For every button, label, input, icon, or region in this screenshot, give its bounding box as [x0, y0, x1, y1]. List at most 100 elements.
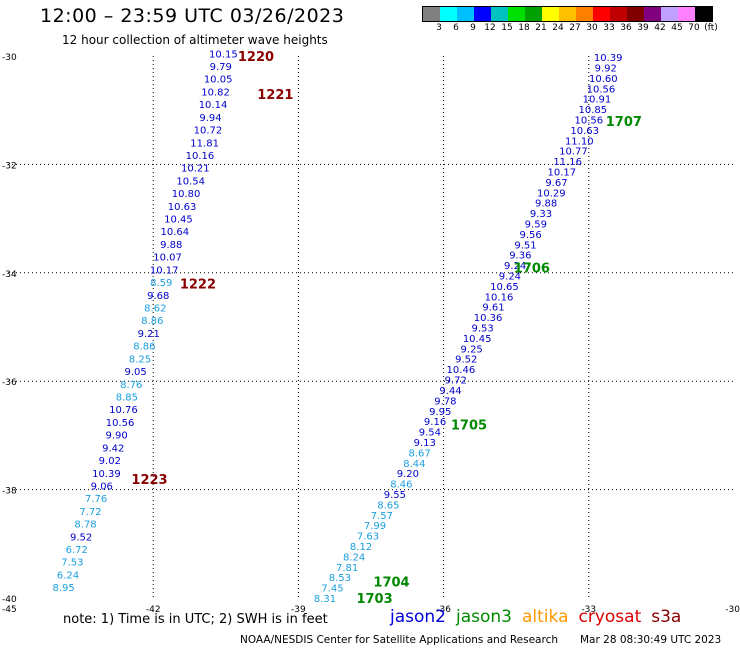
lon-label: -45: [2, 605, 17, 615]
satellite-altika: altika: [522, 607, 569, 627]
wave-height-value: 9.78: [434, 396, 456, 407]
wave-height-value: 7.45: [321, 584, 343, 595]
wave-height-value: 9.88: [535, 199, 557, 210]
legend-swatch: [695, 7, 712, 21]
wave-height-value: 9.59: [525, 220, 547, 231]
legend-label: 30: [586, 23, 598, 33]
wave-height-value: 10.15: [209, 49, 238, 60]
lon-label: -36: [436, 605, 451, 615]
pass-time-label: 1220: [238, 50, 274, 65]
pass-time-label: 1223: [131, 473, 167, 488]
wave-height-value: 9.21: [138, 329, 160, 340]
wave-height-value: 9.72: [445, 376, 467, 387]
wave-height-value: 10.63: [570, 126, 599, 137]
wave-height-value: 10.56: [574, 115, 603, 126]
wave-height-value: 10.21: [181, 164, 210, 175]
legend-swatch: [627, 7, 644, 21]
wave-height-value: 11.10: [565, 136, 594, 147]
legend-swatch: [610, 7, 627, 21]
pass-time-label: 1703: [356, 592, 392, 607]
lon-label: -30: [725, 605, 740, 615]
legend-swatch: [559, 7, 576, 21]
color-legend: [422, 6, 713, 22]
wave-height-value: 9.92: [595, 63, 617, 74]
wave-height-value: 9.33: [530, 209, 552, 220]
legend-swatch: [593, 7, 610, 21]
wave-height-value: 9.16: [424, 417, 446, 428]
wave-height-value: 10.17: [150, 265, 179, 276]
wave-height-value: 9.68: [147, 291, 169, 302]
legend-swatch: [644, 7, 661, 21]
wave-height-value: 11.81: [190, 138, 219, 149]
lat-label: -32: [2, 161, 17, 171]
wave-height-value: 10.76: [109, 405, 138, 416]
wave-height-value: 9.06: [91, 481, 113, 492]
wave-height-value: 11.16: [553, 157, 582, 168]
pass-time-label: 1222: [180, 278, 216, 293]
wave-height-value: 10.45: [164, 215, 193, 226]
wave-height-value: 10.56: [106, 418, 135, 429]
pass-time-label: 1707: [606, 115, 642, 130]
page-title: 12:00 – 23:59 UTC 03/26/2023: [40, 5, 345, 27]
wave-height-value: 10.16: [485, 292, 514, 303]
wave-height-value: 8.86: [141, 316, 163, 327]
legend-label: 27: [569, 23, 581, 33]
wave-height-value: 9.79: [210, 62, 232, 73]
legend-label: 9: [470, 23, 476, 33]
legend-swatch: [440, 7, 457, 21]
axis-labels: -30 -32 -34 -36 -38 -40-45 -42 -39 -36 -33 -30: [2, 53, 740, 615]
wave-height-value: 8.78: [74, 520, 96, 531]
color-legend-labels: 3 6 9 12 15 18 21 24 27 30 33 36 39 42 45 70 (ft): [422, 23, 740, 35]
wave-height-value: 9.90: [105, 431, 127, 442]
legend-swatch: [661, 7, 678, 21]
wave-height-value: 8.46: [390, 480, 412, 491]
wave-height-value: 10.39: [92, 469, 121, 480]
wave-height-value: 8.65: [377, 500, 399, 511]
wave-height-value: 7.99: [364, 521, 386, 532]
wave-height-value: 10.54: [176, 176, 205, 187]
wave-height-value: 8.95: [53, 583, 75, 594]
wave-height-value: 9.56: [520, 230, 542, 241]
legend-label: 36: [620, 23, 632, 33]
wave-height-value: 10.65: [490, 282, 519, 293]
wave-height-value: 8.53: [329, 573, 351, 584]
wave-height-value: 7.53: [61, 558, 83, 569]
wave-height-value: 9.54: [419, 428, 441, 439]
wave-height-value: 9.52: [455, 355, 477, 366]
pass-time-label: 1704: [373, 576, 409, 591]
wave-height-value: 10.77: [559, 147, 588, 158]
wave-height-value: 9.88: [160, 240, 182, 251]
map-grid: [8, 56, 734, 598]
legend-label: 39: [637, 23, 649, 33]
legend-label: 70: [688, 23, 700, 33]
wave-height-value: 9.02: [99, 456, 121, 467]
wave-height-value: 10.85: [579, 105, 608, 116]
satellite-legend: jason2 jason3 altika cryosat s3a: [390, 607, 691, 627]
page-subtitle: 12 hour collection of altimeter wave hei…: [62, 33, 328, 47]
wave-height-value: 6.72: [66, 545, 88, 556]
wave-height-value: 6.24: [57, 570, 79, 581]
wave-height-value: 7.76: [85, 494, 107, 505]
legend-swatch: [423, 7, 440, 21]
lat-label: -34: [2, 270, 17, 280]
wave-height-value: 7.81: [336, 563, 358, 574]
satellite-cryosat: cryosat: [578, 607, 642, 627]
wave-height-value: 8.12: [350, 542, 372, 553]
wave-height-value: 9.95: [429, 407, 451, 418]
legend-label: (ft): [704, 23, 718, 33]
wave-height-value: 10.36: [474, 313, 503, 324]
wave-height-value: 10.56: [587, 84, 616, 95]
wave-height-value: 9.24: [499, 272, 521, 283]
legend-label: 3: [436, 23, 442, 33]
legend-label: 33: [603, 23, 615, 33]
lon-label: -33: [581, 605, 596, 615]
wave-height-value: 10.80: [172, 189, 201, 200]
wave-height-value: 10.14: [199, 100, 228, 111]
wave-height-value: 10.46: [447, 365, 476, 376]
wave-height-value: 9.94: [199, 113, 221, 124]
legend-swatch: [457, 7, 474, 21]
legend-label: 6: [453, 23, 459, 33]
wave-height-value: 9.51: [514, 240, 536, 251]
wave-height-value: 10.16: [186, 151, 215, 162]
